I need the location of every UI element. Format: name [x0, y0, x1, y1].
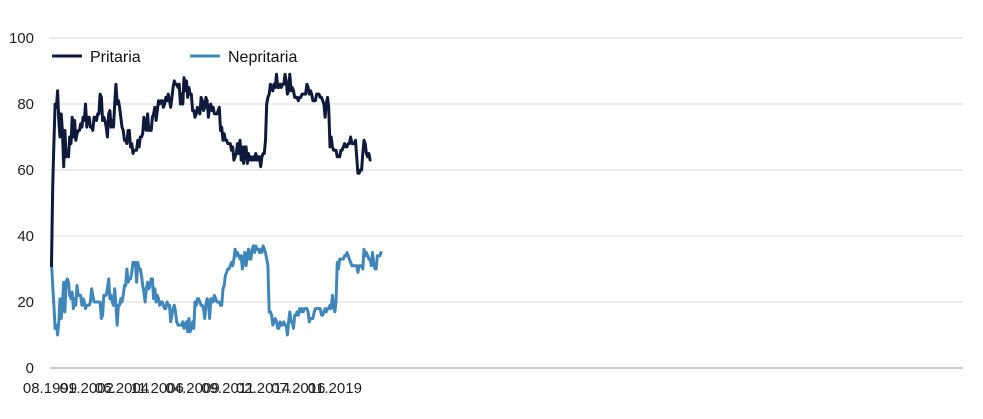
y-tick-label-60: 60: [17, 162, 34, 179]
legend: Pritaria Nepritaria: [52, 49, 297, 66]
y-tick-label-20: 20: [17, 294, 34, 311]
x-tick-label-07.2016: 07.2016: [271, 380, 325, 397]
y-tick-label-80: 80: [17, 96, 34, 113]
series-line-pritaria: [50, 72, 372, 268]
x-tick-label-04.2009: 04.2009: [165, 380, 219, 397]
y-axis-tick-labels: 0 20 40 60 80 100: [9, 30, 34, 377]
x-tick-label-01.2002: 01.2002: [60, 380, 114, 397]
x-tick-label-11.2006: 11.2006: [131, 380, 184, 397]
series-line-nepritaria: [50, 244, 383, 337]
x-tick-label-01.2019: 01.2019: [308, 380, 362, 397]
x-tick-label-02.2014: 02.2014: [236, 380, 290, 397]
x-tick-label-08.1999: 08.1999: [23, 380, 77, 397]
legend-label-nepritaria: Nepritaria: [228, 49, 297, 66]
x-tick-label-06.2004: 06.2004: [95, 380, 149, 397]
x-tick-label-09.2011: 09.2011: [201, 380, 254, 397]
legend-label-pritaria: Pritaria: [90, 49, 141, 66]
x-axis-tick-labels: 08.199901.200206.200411.200604.200909.20…: [23, 380, 362, 397]
y-tick-label-100: 100: [9, 30, 34, 47]
y-tick-label-40: 40: [17, 228, 34, 245]
y-tick-label-0: 0: [26, 360, 34, 377]
series-layer: [50, 72, 383, 337]
